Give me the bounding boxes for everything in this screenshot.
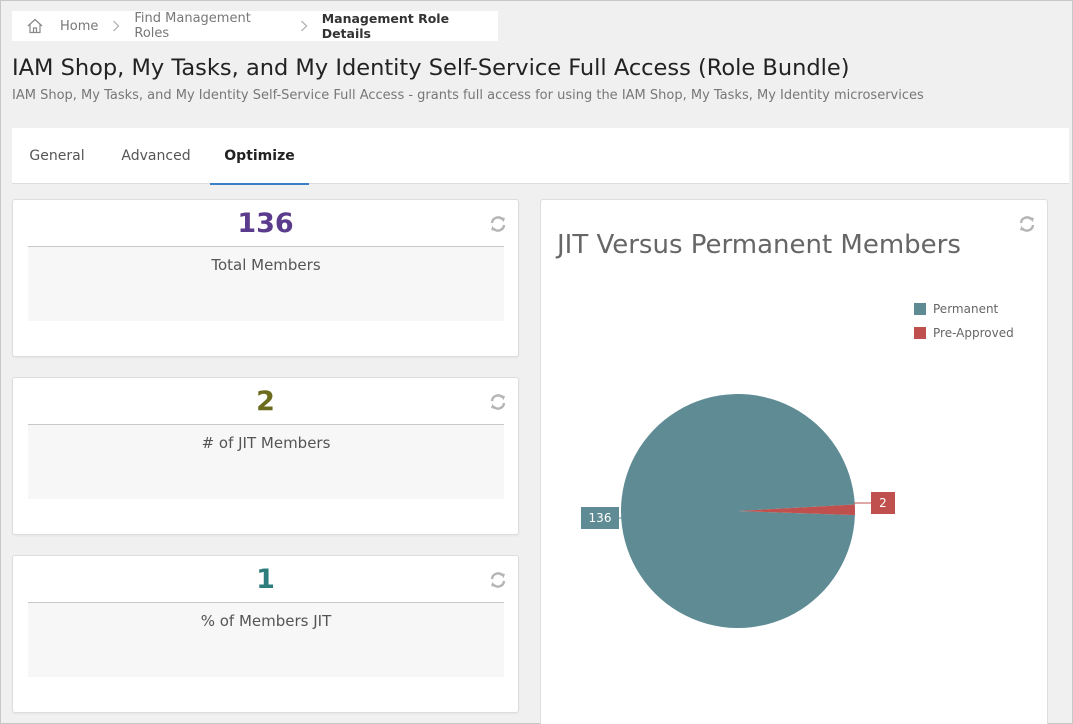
refresh-icon[interactable] xyxy=(487,391,509,413)
legend-label: Permanent xyxy=(933,302,999,316)
page-title: IAM Shop, My Tasks, and My Identity Self… xyxy=(12,55,850,81)
divider xyxy=(28,246,504,247)
legend-item-permanent[interactable]: Permanent xyxy=(914,297,1014,321)
stat-label: # of JIT Members xyxy=(201,434,331,452)
tab-advanced[interactable]: Advanced xyxy=(121,148,191,164)
divider xyxy=(28,424,504,425)
breadcrumb-current: Management Role Details xyxy=(321,11,450,41)
refresh-icon[interactable] xyxy=(487,213,509,235)
breadcrumb-find-management-roles[interactable]: Find Management Roles xyxy=(134,11,251,41)
chart-title: JIT Versus Permanent Members xyxy=(557,230,961,260)
legend-swatch xyxy=(914,303,926,315)
legend-swatch xyxy=(914,327,926,339)
home-icon[interactable] xyxy=(26,17,44,35)
tab-bar: General Advanced Optimize xyxy=(12,128,1069,185)
tab-general[interactable]: General xyxy=(29,148,85,164)
stat-value: 2 xyxy=(256,386,275,417)
legend-item-pre-approved[interactable]: Pre-Approved xyxy=(914,321,1014,345)
percent-jit-card: 1 % of Members JIT xyxy=(12,555,519,713)
stat-label-area: # of JIT Members xyxy=(28,425,504,499)
jit-vs-permanent-chart-card: JIT Versus Permanent Members Permanent P… xyxy=(540,199,1048,724)
data-label-permanent: 136 xyxy=(589,511,612,525)
legend-label: Pre-Approved xyxy=(933,326,1014,340)
chevron-right-icon xyxy=(112,20,120,32)
stat-value: 1 xyxy=(256,564,275,595)
jit-members-card: 2 # of JIT Members xyxy=(12,377,519,535)
data-label-box xyxy=(581,507,619,529)
breadcrumb-home[interactable]: Home xyxy=(60,18,99,34)
pie-chart: 136 2 xyxy=(581,394,895,629)
data-label-pre-approved: 2 xyxy=(879,496,887,510)
chevron-right-icon xyxy=(300,20,308,32)
chart-legend: Permanent Pre-Approved xyxy=(914,297,1014,345)
stat-value: 136 xyxy=(237,208,294,239)
refresh-icon[interactable] xyxy=(1016,213,1038,235)
stat-label: Total Members xyxy=(211,256,321,274)
divider xyxy=(28,602,504,603)
pie-slice-permanent[interactable] xyxy=(621,394,855,629)
total-members-card: 136 Total Members xyxy=(12,199,519,357)
data-label-box xyxy=(871,492,895,514)
breadcrumb: Home Find Management Roles Management Ro… xyxy=(12,11,498,41)
tab-optimize[interactable]: Optimize xyxy=(210,128,309,185)
refresh-icon[interactable] xyxy=(487,569,509,591)
stat-label: % of Members JIT xyxy=(200,612,332,630)
stat-label-area: Total Members xyxy=(28,247,504,321)
pie-slice-pre-approved[interactable] xyxy=(738,504,855,516)
stat-label-area: % of Members JIT xyxy=(28,603,504,677)
page-subtitle: IAM Shop, My Tasks, and My Identity Self… xyxy=(12,88,924,103)
